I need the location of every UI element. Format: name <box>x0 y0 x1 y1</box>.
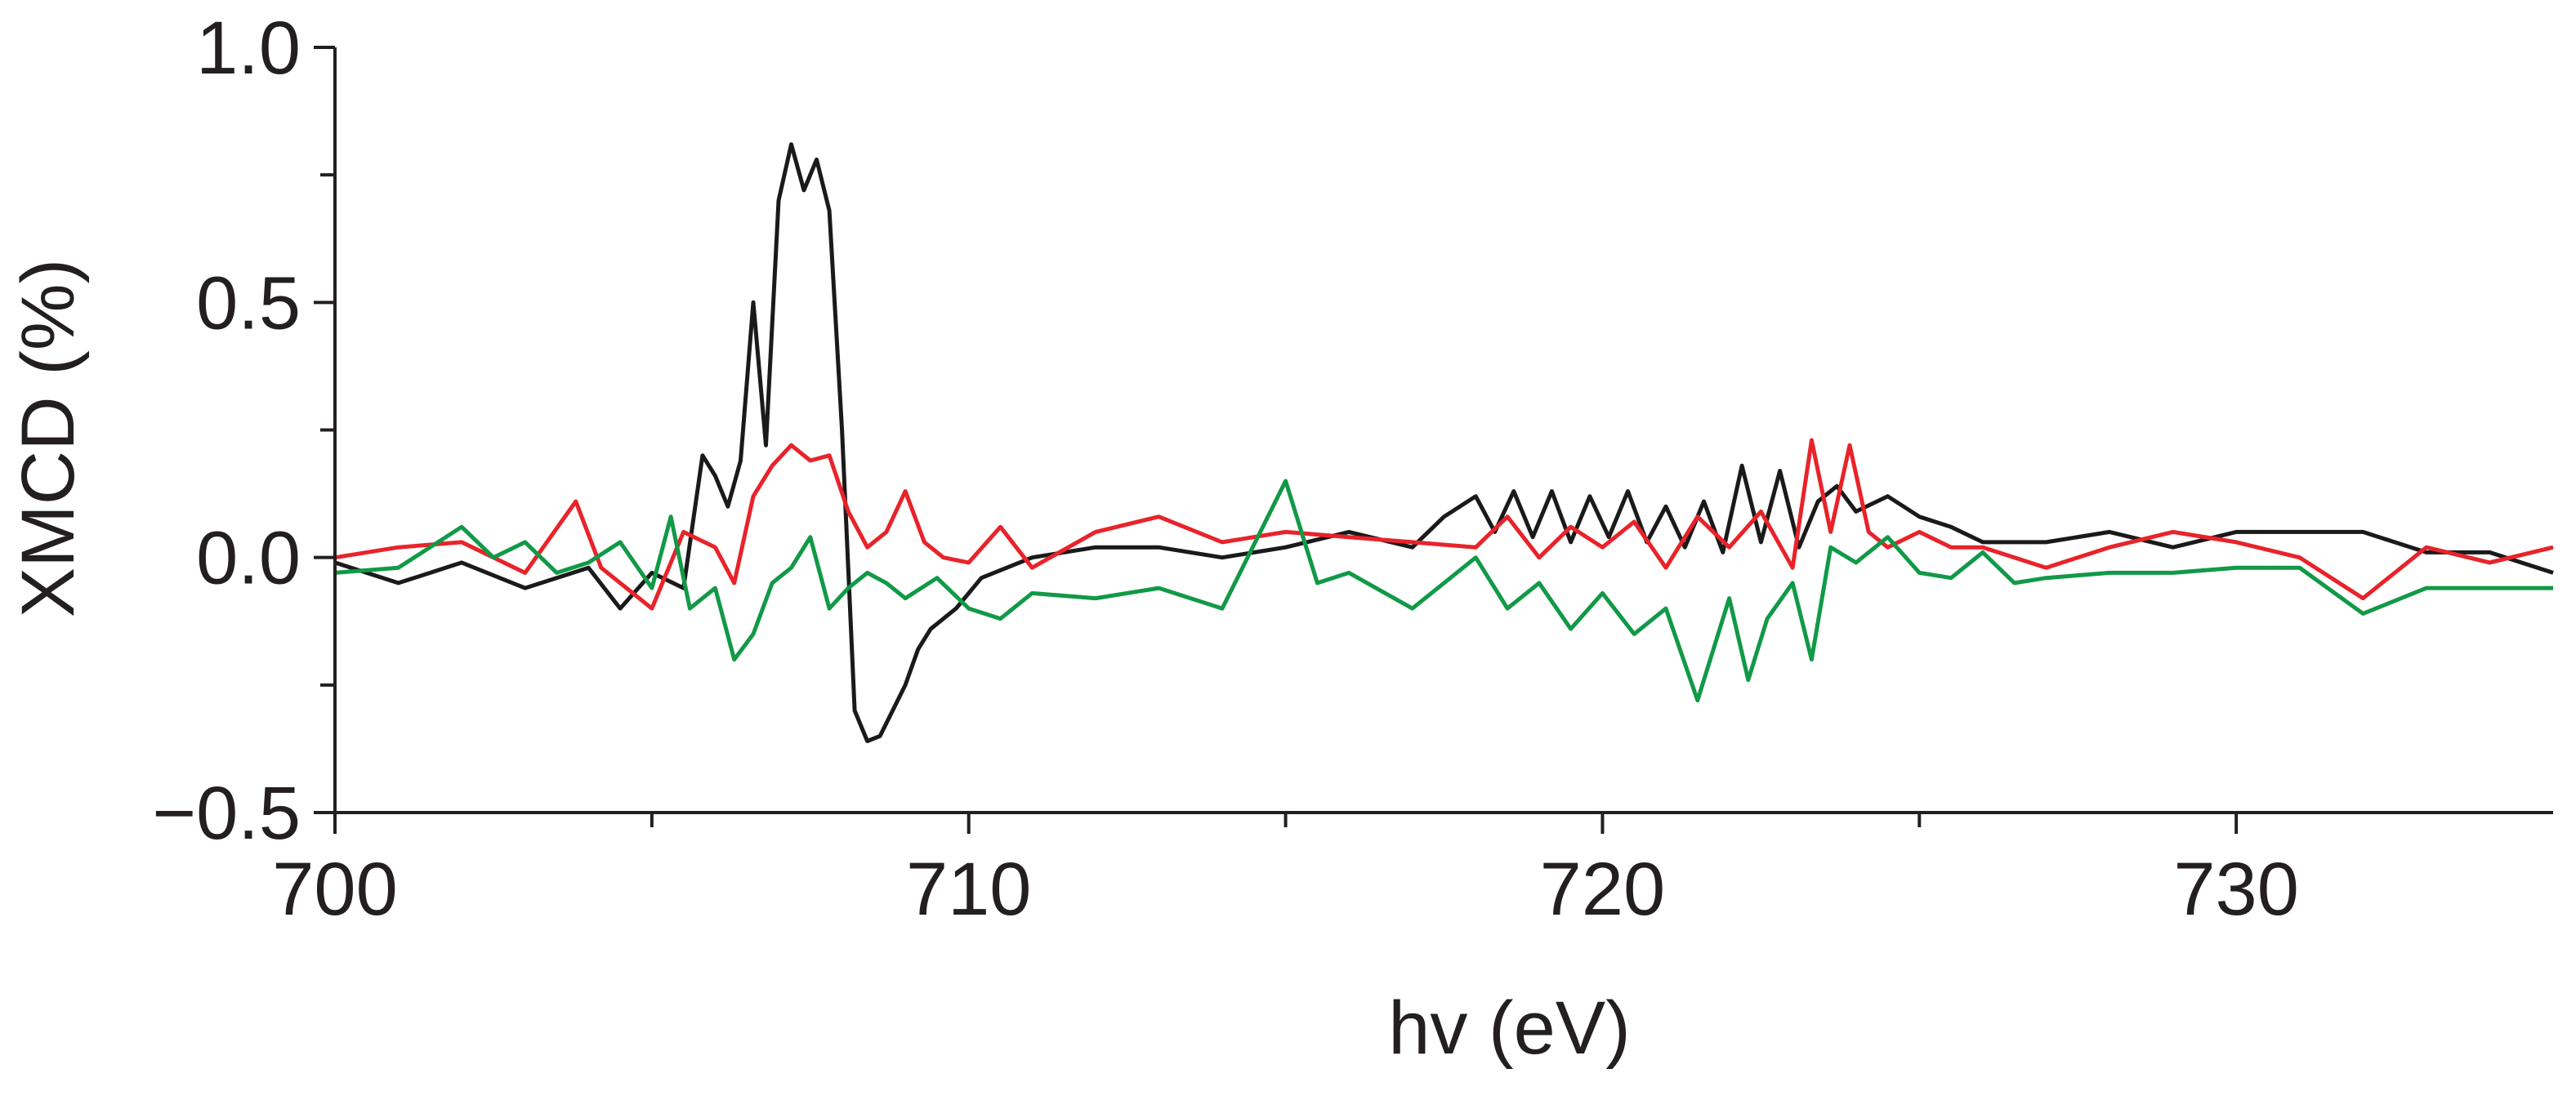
x-tick-label: 730 <box>2173 848 2299 931</box>
y-tick-label: −0.5 <box>152 772 301 855</box>
x-axis-title: hv (eV) <box>1388 987 1631 1070</box>
y-axis-title: XMCD (%) <box>7 259 90 618</box>
x-tick-label: 720 <box>1540 848 1666 931</box>
x-tick-label: 700 <box>272 848 398 931</box>
x-tick-label: 710 <box>906 848 1032 931</box>
series-layer <box>334 142 2554 743</box>
y-tick-label: 1.0 <box>196 7 301 90</box>
axes-layer <box>333 47 2553 814</box>
series-line-3 <box>334 479 2553 703</box>
ticks-layer: 700 710 720 730 −0.5 0.0 0.5 1.0 <box>152 7 2299 931</box>
series-line-1 <box>334 142 2554 743</box>
series-line-2 <box>334 438 2554 611</box>
y-tick-label: 0.5 <box>196 261 301 345</box>
y-tick-label: 0.0 <box>196 517 301 600</box>
